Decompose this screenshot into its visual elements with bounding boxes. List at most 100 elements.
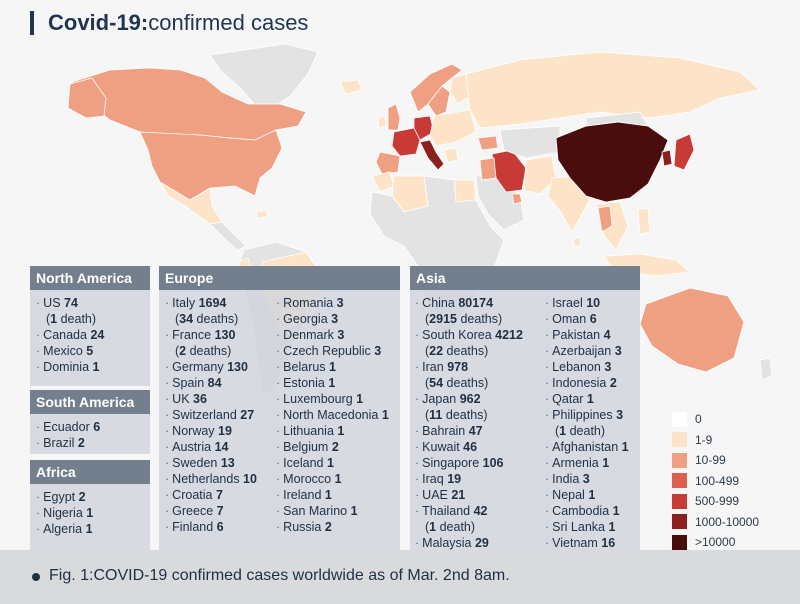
country-name: Greece: [172, 504, 217, 518]
case-count: 19: [218, 424, 232, 438]
country-name: Cambodia: [552, 504, 613, 518]
case-count: 3: [336, 296, 344, 310]
panel-south-america: South America · Ecuador 6 · Brazil 2: [30, 390, 150, 454]
bullet-dot: ·: [165, 328, 170, 342]
bullet-dot: ·: [545, 536, 550, 550]
case-count: 4: [603, 328, 611, 342]
title-accent-bar: [30, 11, 34, 35]
bullet-dot: ·: [165, 440, 170, 454]
country-name: Singapore: [422, 456, 483, 470]
map-italy: [419, 139, 445, 171]
country-entry: · Afghanistan 1: [545, 439, 629, 455]
country-entry: · Belarus 1: [276, 359, 336, 375]
death-word: deaths: [443, 344, 485, 358]
case-count: 6: [589, 312, 597, 326]
bullet-dot: ·: [415, 504, 420, 518]
case-count: 2: [324, 520, 332, 534]
country-entry: · Germany 130: [165, 359, 248, 375]
country-name: Romania: [283, 296, 337, 310]
paren-open: (: [46, 312, 51, 326]
map-afghanistan-pakistan: [523, 155, 557, 195]
bullet-dot: ·: [415, 472, 420, 486]
legend-label: 1-9: [695, 432, 713, 447]
case-count: 3: [616, 408, 624, 422]
map-alaska: [67, 77, 107, 119]
legend-item: >10000: [672, 532, 759, 553]
case-count: 1: [324, 488, 332, 502]
case-count: 1: [586, 392, 594, 406]
case-count: 1: [86, 506, 94, 520]
bullet-dot: ·: [545, 376, 550, 390]
country-entry: · Mexico 5: [36, 343, 93, 359]
case-count: 130: [227, 360, 248, 374]
bullet-dot: ·: [415, 456, 420, 470]
death-count: (1 death): [46, 311, 96, 327]
case-count: 1: [356, 392, 364, 406]
country-entry: · UAE 21: [415, 487, 465, 503]
country-name: Lithuania: [283, 424, 338, 438]
country-entry: · North Macedonia 1: [276, 407, 389, 423]
death-number: 1: [50, 312, 58, 326]
country-entry: · Georgia 3: [276, 311, 338, 327]
country-name: Oman: [552, 312, 590, 326]
bullet-dot: ·: [36, 420, 41, 434]
country-name: Malaysia: [422, 536, 475, 550]
country-name: France: [172, 328, 215, 342]
map-ireland: [377, 115, 387, 129]
case-count: 16: [601, 536, 616, 550]
case-count: 1: [337, 424, 345, 438]
map-caucasus: [477, 135, 499, 151]
map-central-america: [209, 221, 247, 251]
legend-swatch: [672, 452, 687, 468]
map-russia: [465, 51, 761, 129]
bullet-dot: ·: [165, 504, 170, 518]
case-count: 6: [93, 420, 101, 434]
bullet-dot: ·: [36, 328, 41, 342]
country-entry: · Malaysia 29: [415, 535, 489, 551]
country-name: Lebanon: [552, 360, 605, 374]
panel-heading: Africa: [30, 460, 150, 484]
case-count: 1: [602, 456, 610, 470]
country-name: Armenia: [552, 456, 603, 470]
death-word: deaths: [442, 408, 484, 422]
legend-swatch: [672, 473, 687, 489]
legend-swatch: [672, 514, 687, 530]
death-word: deaths: [193, 312, 235, 326]
country-name: Russia: [283, 520, 325, 534]
country-entry: · China 80174: [415, 295, 493, 311]
death-number: 34: [179, 312, 194, 326]
map-egypt: [453, 179, 477, 203]
country-entry: · Israel 10: [545, 295, 600, 311]
title-bold: Covid-19:: [48, 10, 149, 35]
country-name: Belgium: [283, 440, 332, 454]
death-word: deaths: [443, 376, 485, 390]
map-usa: [139, 129, 283, 201]
country-name: South Korea: [422, 328, 496, 342]
country-name: Sweden: [172, 456, 221, 470]
country-entry: · Brazil 2: [36, 435, 85, 451]
map-morocco: [371, 171, 395, 193]
title-rest: confirmed cases: [148, 10, 309, 35]
paren-close: ): [483, 408, 488, 422]
death-word: deaths: [186, 344, 228, 358]
case-count: 2: [77, 436, 85, 450]
country-name: Mexico: [43, 344, 87, 358]
map-sweden: [427, 85, 451, 117]
country-name: Egypt: [43, 490, 79, 504]
death-number: 22: [429, 344, 444, 358]
map-uk: [387, 103, 401, 131]
country-name: US: [43, 296, 65, 310]
country-entry: · Pakistan 4: [545, 327, 611, 343]
country-name: Thailand: [422, 504, 474, 518]
bullet-dot: ·: [276, 328, 281, 342]
map-central-asia: [499, 125, 561, 159]
country-name: Ireland: [283, 488, 325, 502]
map-iceland: [339, 79, 363, 95]
case-count: 962: [459, 392, 481, 406]
paren-close: ): [484, 344, 489, 358]
country-entry: · Italy 1694: [165, 295, 226, 311]
country-entry: · South Korea 4212: [415, 327, 523, 343]
death-number: 54: [429, 376, 444, 390]
country-name: North Macedonia: [283, 408, 382, 422]
country-entry: · US 74: [36, 295, 78, 311]
